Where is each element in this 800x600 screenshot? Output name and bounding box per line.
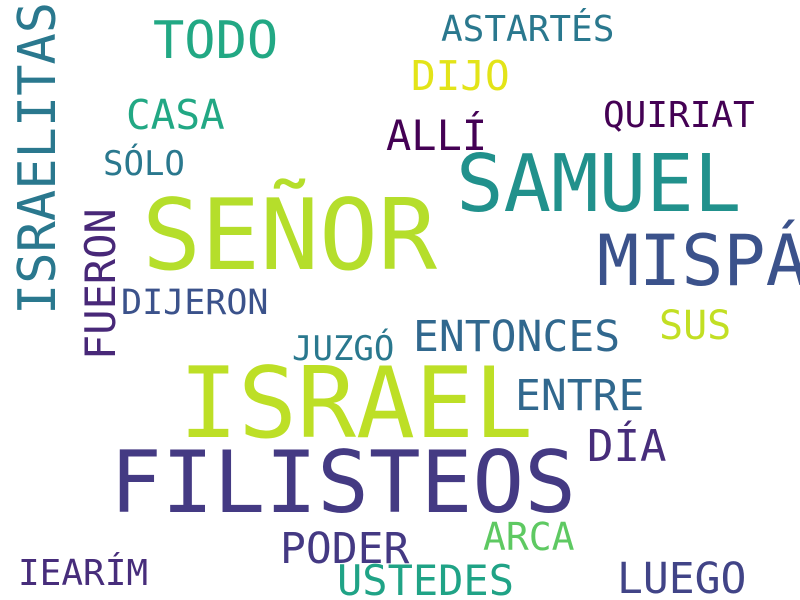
word-casa: CASA xyxy=(126,91,225,139)
word-dijo: DIJO xyxy=(411,52,510,100)
word-israelitas: ISRAELITAS xyxy=(8,1,68,315)
word-dijeron: DIJERON xyxy=(121,283,269,323)
word-ustedes: USTEDES xyxy=(337,556,515,600)
word-alli: ALLÍ xyxy=(386,111,488,160)
word-filisteos: FILISTEOS xyxy=(110,433,576,533)
word-dia: DÍA xyxy=(587,421,667,472)
word-mispa: MISPÁ xyxy=(597,220,800,302)
word-samuel: SAMUEL xyxy=(456,138,742,230)
word-entonces: ENTONCES xyxy=(413,312,621,362)
word-luego: LUEGO xyxy=(617,554,747,600)
word-astartes: ASTARTÉS xyxy=(441,9,615,50)
word-poder: PODER xyxy=(280,524,410,574)
word-arca: ARCA xyxy=(483,515,575,559)
word-fueron: FUERON xyxy=(76,208,125,360)
word-israel: ISRAEL xyxy=(179,347,534,461)
word-todo: TODO xyxy=(153,11,279,71)
word-iearim: IEARÍM xyxy=(18,553,149,594)
word-senor: SEÑOR xyxy=(142,179,438,293)
word-entre: ENTRE xyxy=(515,371,645,421)
word-solo: SÓLO xyxy=(103,144,185,184)
word-quiriat: QUIRIAT xyxy=(603,95,755,136)
word-sus: SUS xyxy=(659,303,732,349)
word-juzgo: JUZGÓ xyxy=(292,329,395,369)
